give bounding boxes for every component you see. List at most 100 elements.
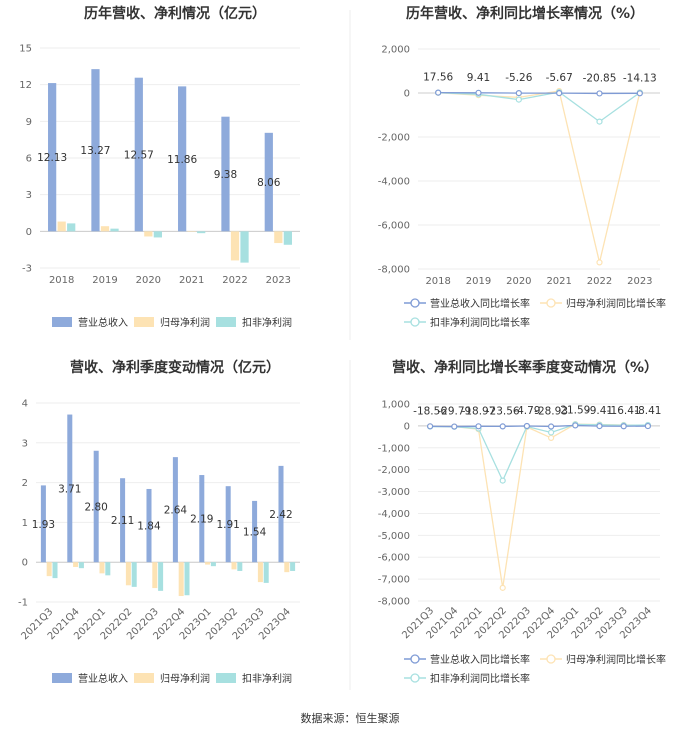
legend-label: 归母净利润同比增长率 bbox=[566, 653, 666, 666]
bar-1 bbox=[67, 414, 73, 563]
y-tick-label: 3 bbox=[22, 438, 28, 449]
bar-1 bbox=[225, 486, 231, 563]
bar-2 bbox=[57, 221, 66, 232]
data-label: 1.54 bbox=[243, 527, 267, 539]
bar-1 bbox=[48, 83, 57, 232]
x-tick-label: 2023 bbox=[266, 275, 291, 286]
bar-3 bbox=[67, 223, 76, 232]
y-tick-label: -8,000 bbox=[378, 597, 410, 608]
bar-3 bbox=[197, 231, 206, 234]
legend-label: 营业总收入同比增长率 bbox=[430, 297, 530, 310]
series-point-1 bbox=[596, 422, 603, 430]
bar-2 bbox=[274, 231, 283, 244]
series-point-1 bbox=[475, 89, 482, 96]
bar-1 bbox=[199, 475, 205, 563]
bar-2 bbox=[100, 226, 110, 232]
y-tick-label: 9 bbox=[26, 117, 32, 128]
bar-3 bbox=[105, 562, 111, 576]
bar-1 bbox=[120, 478, 126, 563]
x-tick-label: 2020 bbox=[506, 276, 531, 287]
legend-marker bbox=[410, 317, 420, 327]
data-label: -23.56 bbox=[486, 405, 520, 417]
series-point-1 bbox=[427, 423, 434, 430]
legend-marker bbox=[410, 673, 420, 683]
legend-label: 归母净利润 bbox=[160, 672, 210, 685]
legend-label: 扣非净利润同比增长率 bbox=[430, 672, 530, 685]
chart-panel-4: 营收、净利同比增长率季度变动情况（%） 1,000 0 -1,000 -2,000 -3,… bbox=[378, 359, 666, 685]
bar-3 bbox=[110, 228, 119, 232]
y-tick-label: -2,000 bbox=[378, 465, 410, 476]
data-label: -18.97 bbox=[462, 405, 496, 417]
data-label: 2.19 bbox=[190, 514, 213, 526]
data-label: 9.38 bbox=[214, 169, 237, 181]
bar-2 bbox=[125, 562, 131, 586]
data-label: 11.86 bbox=[167, 154, 197, 166]
y-tick-label: 1 bbox=[22, 518, 28, 529]
data-label: 1.93 bbox=[32, 519, 55, 531]
data-label: -5.67 bbox=[546, 72, 573, 84]
data-label: 2.42 bbox=[269, 509, 292, 521]
legend-label: 归母净利润 bbox=[160, 316, 210, 329]
x-tick-label: 2018 bbox=[425, 276, 450, 287]
x-tick-label: 2018 bbox=[49, 275, 74, 286]
data-label: 2.11 bbox=[111, 515, 134, 527]
data-source-note: 数据来源：恒生聚源 bbox=[301, 711, 400, 725]
bar-1 bbox=[221, 116, 230, 232]
bar-2 bbox=[152, 562, 158, 589]
series-point-1 bbox=[523, 422, 531, 430]
series-point-3 bbox=[596, 118, 603, 125]
chart-title: 营收、净利同比增长率季度变动情况（%） bbox=[392, 359, 658, 376]
chart-title: 历年营收、净利情况（亿元） bbox=[84, 5, 266, 22]
bar-2 bbox=[178, 562, 184, 597]
legend-label: 营业总收入同比增长率 bbox=[430, 653, 530, 666]
chart-panel-3: 营收、净利季度变动情况（亿元）43210-12021Q32021Q42022Q1… bbox=[18, 359, 300, 685]
legend-swatch bbox=[134, 673, 154, 683]
legend-label: 扣非净利润 bbox=[242, 672, 292, 685]
bar-3 bbox=[283, 231, 292, 245]
bar-3 bbox=[52, 562, 58, 579]
bar-3 bbox=[240, 231, 249, 263]
bar-2 bbox=[284, 562, 290, 573]
legend-swatch bbox=[52, 317, 72, 327]
y-tick-label: -6,000 bbox=[378, 553, 410, 564]
data-label: -4.79 bbox=[513, 405, 540, 417]
data-label: 8.06 bbox=[257, 177, 281, 189]
series-point-1 bbox=[547, 423, 555, 430]
data-label: -29.79 bbox=[437, 406, 471, 418]
y-tick-label: 2 bbox=[22, 478, 28, 489]
data-label: 1.91 bbox=[216, 519, 239, 531]
bar-1 bbox=[91, 69, 100, 232]
series-point-1 bbox=[451, 423, 458, 430]
chart-title: 营收、净利季度变动情况（亿元） bbox=[70, 359, 280, 376]
data-label: -18.56 bbox=[413, 405, 447, 417]
y-tick-label: -2,000 bbox=[378, 133, 410, 144]
y-tick-label: 6 bbox=[26, 154, 32, 165]
bar-3 bbox=[290, 562, 296, 571]
y-tick-label: 1,000 bbox=[381, 400, 410, 411]
y-tick-label: -7,000 bbox=[378, 575, 410, 586]
series-line-1 bbox=[430, 424, 648, 428]
series-point-2 bbox=[596, 259, 603, 266]
bar-3 bbox=[158, 562, 164, 591]
series-line-3 bbox=[438, 91, 641, 123]
legend-marker bbox=[410, 654, 420, 664]
bar-1 bbox=[172, 457, 178, 563]
data-label: -8.41 bbox=[634, 405, 661, 417]
chart-panel-2: 历年营收、净利同比增长率情况（%） 2,000 0 -2,000 -4,000 -6,00… bbox=[378, 5, 666, 329]
bar-1 bbox=[264, 132, 273, 232]
legend-swatch bbox=[52, 673, 72, 683]
legend-marker bbox=[546, 654, 556, 664]
data-label: 2.80 bbox=[84, 501, 107, 513]
series-point-1 bbox=[515, 90, 522, 97]
x-tick-label: 2021 bbox=[546, 276, 571, 287]
bar-2 bbox=[205, 562, 211, 565]
bar-2 bbox=[144, 231, 153, 237]
y-tick-label: 0 bbox=[404, 89, 410, 100]
legend-marker bbox=[546, 298, 556, 308]
y-tick-label: -4,000 bbox=[378, 177, 410, 188]
bar-3 bbox=[131, 562, 137, 587]
y-tick-label: 12 bbox=[19, 80, 32, 91]
series-line-2 bbox=[430, 423, 648, 588]
y-tick-label: -6,000 bbox=[378, 221, 410, 232]
bar-2 bbox=[230, 231, 240, 261]
